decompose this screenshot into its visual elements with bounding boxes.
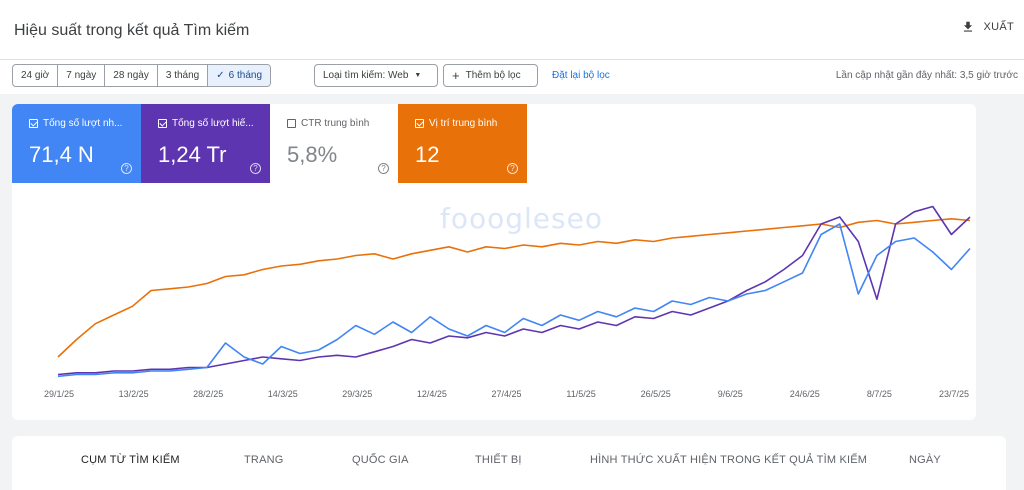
metric-label: Tổng số lượt hiể... — [172, 118, 254, 129]
x-tick-label: 13/2/25 — [119, 389, 149, 399]
tab-search-appearance[interactable]: HÌNH THỨC XUẤT HIỆN TRONG KẾT QUẢ TÌM KI… — [590, 454, 868, 466]
tab-dates[interactable]: NGÀY — [909, 454, 941, 466]
export-label: XUẤT — [983, 21, 1014, 33]
watermark-logo: fooogleseo — [440, 202, 603, 235]
last-update-text: Lần cập nhật gần đây nhất: 3,5 giờ trước — [835, 70, 1018, 81]
search-type-dropdown[interactable]: Loại tìm kiếm: Web ▼ — [314, 64, 438, 87]
tab-countries[interactable]: QUỐC GIA — [352, 454, 409, 466]
x-tick-label: 29/3/25 — [342, 389, 372, 399]
metric-value: 71,4 N — [29, 142, 94, 167]
page-header: Hiệu suất trong kết quả Tìm kiếm XUẤT — [0, 0, 1024, 60]
metric-average-position[interactable]: Vị trí trung bình 12 ? — [398, 104, 527, 183]
x-tick-label: 28/2/25 — [193, 389, 223, 399]
checkbox-icon — [158, 119, 167, 128]
x-tick-label: 27/4/25 — [491, 389, 521, 399]
series-line-1 — [57, 205, 971, 376]
x-tick-label: 9/6/25 — [718, 389, 743, 399]
reset-filters-link[interactable]: Đặt lại bộ lọc — [552, 70, 610, 81]
metric-value: 5,8% — [287, 142, 338, 167]
x-tick-label: 11/5/25 — [566, 389, 595, 399]
tab-queries[interactable]: CỤM TỪ TÌM KIẾM — [81, 454, 180, 466]
export-button[interactable]: XUẤT — [961, 20, 1014, 34]
x-tick-label: 14/3/25 — [268, 389, 298, 399]
help-icon[interactable]: ? — [378, 163, 389, 174]
range-label: 24 giờ — [21, 70, 50, 81]
help-icon[interactable]: ? — [507, 163, 518, 174]
help-icon[interactable]: ? — [121, 163, 132, 174]
performance-line-chart[interactable]: 29/1/25 13/2/25 28/2/25 14/3/25 29/3/25 12/4/… — [12, 183, 976, 420]
add-filter-label: Thêm bộ lọc — [465, 70, 521, 81]
range-label: 7 ngày — [66, 70, 97, 81]
tab-pages[interactable]: TRANG — [244, 454, 284, 466]
performance-chart-card: Tổng số lượt nh... 71,4 N ? Tổng số lượt… — [12, 104, 976, 420]
toolbar: 24 giờ 7 ngày 28 ngày 3 tháng ✓ 6 tháng L… — [0, 60, 1024, 94]
x-tick-label: 12/4/25 — [417, 389, 447, 399]
checkbox-icon — [287, 119, 296, 128]
search-type-label: Loại tìm kiếm: Web — [323, 70, 409, 81]
range-3m-button[interactable]: 3 tháng — [158, 65, 209, 86]
dimension-tabs: CỤM TỪ TÌM KIẾM TRANG QUỐC GIA THIẾT BỊ … — [12, 436, 1006, 490]
range-24h-button[interactable]: 24 giờ — [13, 65, 59, 86]
x-tick-label: 8/7/25 — [867, 389, 892, 399]
checkbox-icon — [29, 119, 38, 128]
series-line-2 — [57, 223, 971, 378]
tab-devices[interactable]: THIẾT BỊ — [475, 454, 522, 466]
metric-total-clicks[interactable]: Tổng số lượt nh... 71,4 N ? — [12, 104, 141, 183]
metric-label: CTR trung bình — [301, 118, 370, 129]
x-tick-label: 26/5/25 — [641, 389, 671, 399]
metric-value: 1,24 Tr — [158, 142, 227, 167]
x-tick-label: 29/1/25 — [44, 389, 74, 399]
range-7d-button[interactable]: 7 ngày — [58, 65, 106, 86]
add-filter-button[interactable]: + Thêm bộ lọc — [443, 64, 538, 87]
metric-average-ctr[interactable]: CTR trung bình 5,8% ? — [270, 104, 399, 183]
x-tick-label: 23/7/25 — [939, 389, 969, 399]
date-range-group: 24 giờ 7 ngày 28 ngày 3 tháng ✓ 6 tháng — [12, 64, 272, 87]
plus-icon: + — [452, 68, 460, 83]
metric-value: 12 — [415, 142, 440, 167]
metric-total-impressions[interactable]: Tổng số lượt hiể... 1,24 Tr ? — [141, 104, 270, 183]
range-label: 28 ngày — [113, 70, 149, 81]
download-icon — [964, 21, 973, 32]
checkbox-icon — [415, 119, 424, 128]
range-28d-button[interactable]: 28 ngày — [105, 65, 158, 86]
page-title: Hiệu suất trong kết quả Tìm kiếm — [14, 22, 250, 39]
metric-label: Vị trí trung bình — [429, 118, 498, 129]
range-label: 3 tháng — [165, 70, 200, 81]
help-icon[interactable]: ? — [250, 163, 261, 174]
range-label: 6 tháng — [228, 70, 263, 81]
metric-label: Tổng số lượt nh... — [43, 118, 123, 129]
caret-down-icon: ▼ — [414, 72, 422, 79]
range-6m-button[interactable]: ✓ 6 tháng — [208, 65, 271, 86]
series-line-0 — [57, 217, 971, 358]
check-icon: ✓ — [216, 70, 225, 81]
x-tick-label: 24/6/25 — [790, 389, 820, 399]
